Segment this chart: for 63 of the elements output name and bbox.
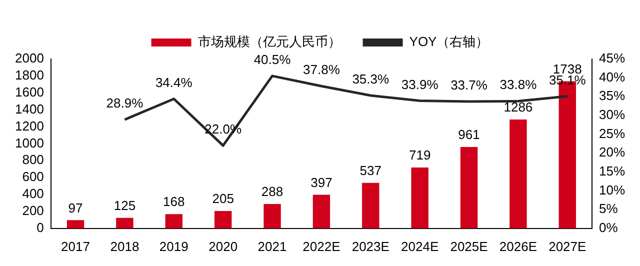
y-tick-label: 1000 xyxy=(15,135,44,150)
y2-tick-label: 10% xyxy=(598,182,626,198)
bar xyxy=(411,168,428,228)
data-label: 97 xyxy=(68,200,83,216)
data-label: 33.9% xyxy=(401,76,439,92)
data-label: 1286 xyxy=(504,100,533,115)
y-tick-label: 1400 xyxy=(15,101,44,116)
data-label: 1738 xyxy=(552,61,582,76)
x-tick-label: 2025E xyxy=(450,238,488,254)
x-tick-label: 2020 xyxy=(208,238,238,254)
data-label: 397 xyxy=(310,174,332,190)
x-tick-label: 2023E xyxy=(352,238,390,254)
y2-tick-label: 35% xyxy=(598,88,626,104)
x-tick-label: 2027E xyxy=(548,238,587,254)
data-label: 33.7% xyxy=(450,78,488,93)
x-tick-label: 2021 xyxy=(258,238,287,254)
data-label: 205 xyxy=(212,191,234,206)
x-tick-label: 2024E xyxy=(401,238,439,254)
y-tick-label: 1800 xyxy=(15,68,44,83)
y-tick-label: 600 xyxy=(22,169,44,184)
y-tick-label: 0 xyxy=(36,220,44,235)
bar xyxy=(66,220,84,228)
y-tick-label: 1600 xyxy=(15,84,44,100)
data-label: 961 xyxy=(458,127,480,142)
x-tick-label: 2022E xyxy=(302,238,341,254)
data-label: 35.3% xyxy=(352,72,390,87)
bar xyxy=(264,204,281,228)
y-tick-label: 200 xyxy=(22,203,44,218)
bar xyxy=(214,211,232,228)
x-tick-label: 2018 xyxy=(110,238,140,254)
y2-tick-label: 30% xyxy=(598,107,626,122)
data-label: 537 xyxy=(360,162,382,178)
y2-tick-label: 45% xyxy=(598,50,626,66)
data-label: 37.8% xyxy=(303,62,340,78)
legend-label: 市场规模（亿元人民币） xyxy=(198,34,341,50)
data-label: 288 xyxy=(261,184,284,200)
bar xyxy=(510,119,527,228)
data-label: 34.4% xyxy=(155,74,193,90)
y2-tick-label: 40% xyxy=(598,69,626,84)
bar xyxy=(116,218,134,228)
y-tick-label: 800 xyxy=(22,152,44,168)
bar xyxy=(312,194,330,228)
y2-tick-label: 0% xyxy=(598,220,618,235)
bar xyxy=(165,214,182,228)
y-tick-label: 1200 xyxy=(15,118,44,134)
y2-tick-label: 15% xyxy=(598,164,626,179)
x-tick-label: 2019 xyxy=(159,238,188,254)
y-tick-label: 400 xyxy=(22,186,44,202)
data-label: 28.9% xyxy=(106,96,144,111)
x-tick-label: 2017 xyxy=(61,238,90,254)
y2-tick-label: 5% xyxy=(598,201,618,216)
data-label: 40.5% xyxy=(254,52,292,68)
y2-tick-label: 25% xyxy=(598,126,626,141)
bar xyxy=(362,182,380,228)
bar xyxy=(460,147,478,228)
data-label: 719 xyxy=(408,148,431,163)
data-label: 168 xyxy=(163,194,185,210)
x-tick-label: 2026E xyxy=(499,238,538,254)
data-label: 33.8% xyxy=(500,77,538,92)
data-label: 125 xyxy=(114,198,136,213)
legend-label: YOY（右轴） xyxy=(409,34,489,50)
y-tick-label: 2000 xyxy=(15,50,44,66)
y2-tick-label: 20% xyxy=(598,144,626,160)
